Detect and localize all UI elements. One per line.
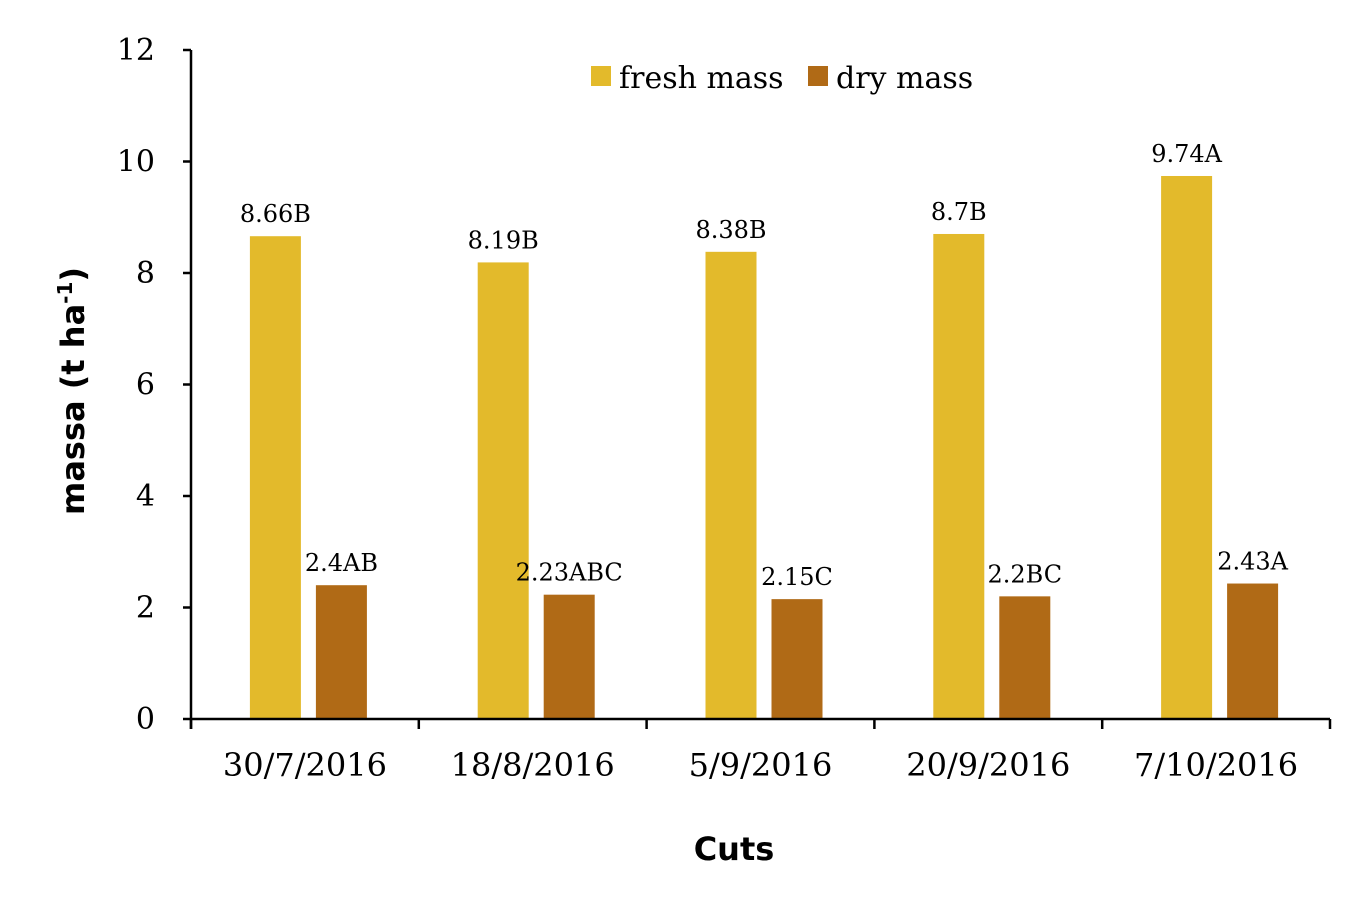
y-axis-ticks: 0 2 4 6 8 10 12: [117, 33, 191, 737]
y-axis-title-text: massa (t ha: [54, 304, 92, 515]
bar-fresh-mass: [249, 236, 301, 719]
bar-fresh-mass: [933, 233, 985, 719]
data-label: 2.15C: [761, 563, 833, 591]
x-axis-ticks: 30/7/2016 18/8/2016 5/9/2016 20/9/2016 7/10/…: [189, 719, 1332, 784]
axes: [189, 50, 1330, 729]
y-tick-label: 8: [136, 256, 155, 291]
legend-swatch: [591, 66, 611, 86]
bar-dry-mass: [543, 594, 595, 719]
x-tick-label: 5/9/2016: [689, 746, 833, 784]
y-axis-title-superscript: -1: [53, 282, 77, 304]
x-axis-title: Cuts: [694, 830, 775, 868]
y-tick-label: 4: [136, 479, 155, 514]
bar-fresh-mass: [705, 251, 757, 719]
data-label: 8.66B: [240, 200, 311, 228]
legend-label: dry mass: [836, 61, 973, 96]
legend-swatch: [808, 66, 828, 86]
y-tick-label: 12: [117, 33, 155, 68]
data-label: 2.2BC: [987, 560, 1062, 588]
bar-dry-mass: [999, 596, 1051, 719]
y-tick-label: 6: [136, 368, 155, 403]
bar-dry-mass: [771, 599, 823, 719]
bar-dry-mass: [315, 585, 367, 719]
data-label: 2.23ABC: [516, 559, 623, 587]
bars: [249, 175, 1279, 719]
data-label: 9.74A: [1151, 140, 1222, 168]
data-label: 2.4AB: [305, 549, 378, 577]
data-label: 8.7B: [931, 198, 987, 226]
bar-dry-mass: [1227, 583, 1279, 719]
x-tick-label: 18/8/2016: [451, 746, 615, 784]
legend: fresh mass dry mass: [591, 61, 973, 96]
data-labels: 8.66B 8.19B 8.38B 8.7B 9.74A 2.4AB 2.23ABC 2.15…: [240, 140, 1289, 591]
data-label: 8.38B: [695, 216, 766, 244]
y-tick-label: 10: [117, 145, 155, 180]
legend-label: fresh mass: [619, 61, 784, 96]
data-label: 2.43A: [1217, 548, 1288, 576]
x-tick-label: 7/10/2016: [1134, 746, 1298, 784]
data-label: 8.19B: [468, 226, 539, 254]
x-tick-label: 20/9/2016: [906, 746, 1070, 784]
bar-fresh-mass: [1161, 175, 1213, 719]
x-tick-label: 30/7/2016: [223, 746, 387, 784]
y-tick-label: 2: [136, 591, 155, 626]
y-axis-title: massa (t ha-1): [53, 267, 92, 515]
y-axis-title-close: ): [54, 267, 92, 282]
bar-fresh-mass: [477, 262, 529, 719]
y-tick-label: 0: [136, 702, 155, 737]
